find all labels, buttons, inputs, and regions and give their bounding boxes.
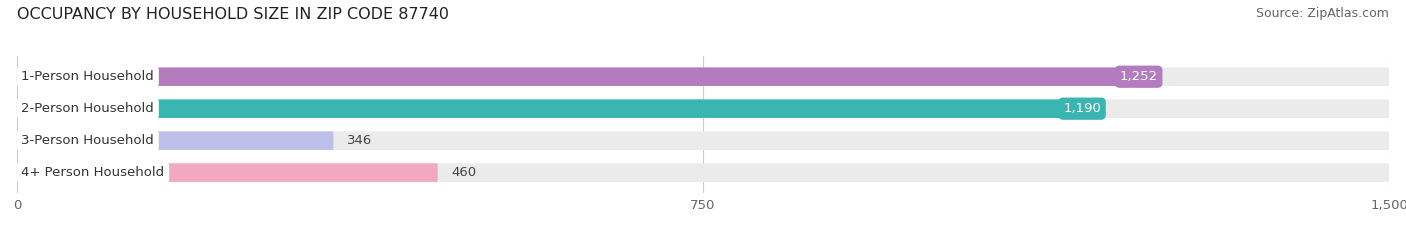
FancyBboxPatch shape — [17, 131, 333, 150]
FancyBboxPatch shape — [17, 131, 1389, 150]
Text: 346: 346 — [347, 134, 373, 147]
FancyBboxPatch shape — [17, 163, 437, 182]
Text: 460: 460 — [451, 166, 477, 179]
FancyBboxPatch shape — [17, 67, 1163, 86]
FancyBboxPatch shape — [17, 163, 1389, 182]
Text: 4+ Person Household: 4+ Person Household — [21, 166, 165, 179]
FancyBboxPatch shape — [17, 67, 1389, 86]
Text: 2-Person Household: 2-Person Household — [21, 102, 155, 115]
Text: OCCUPANCY BY HOUSEHOLD SIZE IN ZIP CODE 87740: OCCUPANCY BY HOUSEHOLD SIZE IN ZIP CODE … — [17, 7, 449, 22]
Text: 3-Person Household: 3-Person Household — [21, 134, 155, 147]
Text: 1,190: 1,190 — [1063, 102, 1101, 115]
FancyBboxPatch shape — [17, 99, 1389, 118]
Text: Source: ZipAtlas.com: Source: ZipAtlas.com — [1256, 7, 1389, 20]
Text: 1-Person Household: 1-Person Household — [21, 70, 155, 83]
FancyBboxPatch shape — [17, 99, 1105, 118]
Text: 1,252: 1,252 — [1119, 70, 1157, 83]
